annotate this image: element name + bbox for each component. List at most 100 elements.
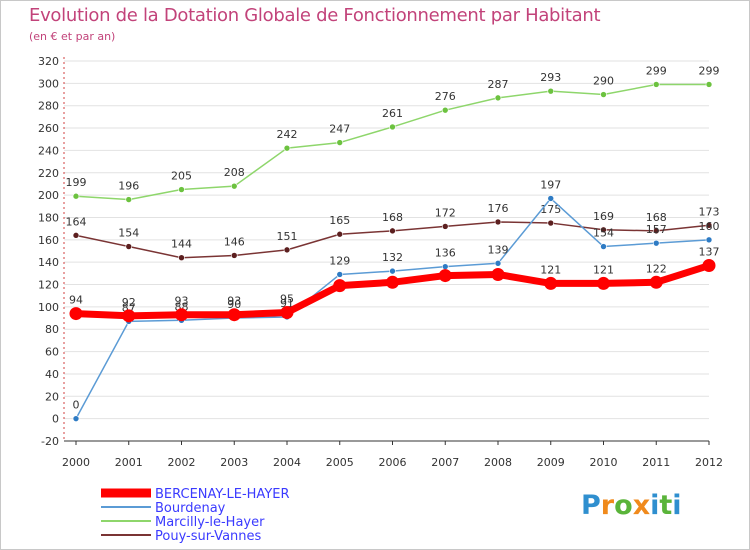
data-label: 199 — [66, 176, 87, 189]
data-label: 93 — [175, 295, 189, 308]
data-label: 176 — [488, 202, 509, 215]
logo-letter: P — [581, 490, 601, 521]
chart-title: Evolution de la Dotation Globale de Fonc… — [29, 5, 601, 26]
data-point — [336, 139, 344, 146]
data-label: 151 — [277, 230, 298, 243]
data-point — [336, 271, 344, 278]
data-label: 136 — [435, 247, 456, 260]
x-tick-label: 2011 — [642, 456, 670, 469]
data-point — [230, 252, 238, 259]
logo-letter: i — [672, 490, 682, 521]
data-point — [491, 267, 505, 281]
y-tick-label: 260 — [38, 122, 59, 135]
data-point — [494, 94, 502, 102]
data-label: 208 — [224, 166, 245, 179]
logo-letter: r — [600, 490, 615, 521]
data-label: 172 — [435, 206, 456, 219]
x-tick-label: 2007 — [431, 456, 459, 469]
data-point — [438, 269, 452, 283]
y-tick-label: 180 — [38, 211, 59, 224]
data-point — [600, 91, 607, 98]
logo-letter: i — [650, 490, 660, 521]
data-point — [494, 259, 502, 267]
data-label: 94 — [69, 294, 83, 307]
data-point — [544, 276, 558, 290]
data-point — [652, 239, 660, 247]
data-point — [389, 267, 396, 275]
data-point — [441, 223, 449, 230]
data-label: 157 — [646, 223, 667, 236]
data-point — [652, 81, 660, 88]
y-tick-label: 200 — [38, 189, 59, 202]
proxiti-logo: Proxiti — [581, 490, 682, 521]
legend-label: BERCENAY-LE-HAYER — [155, 487, 290, 502]
y-tick-label: 220 — [38, 167, 59, 180]
data-label: 154 — [118, 227, 139, 240]
data-label: 144 — [171, 238, 192, 251]
data-point — [175, 308, 188, 322]
data-point — [227, 308, 241, 322]
data-label: 160 — [699, 220, 720, 233]
data-label: 261 — [382, 107, 403, 120]
logo-letter: x — [632, 490, 651, 521]
data-point — [283, 144, 291, 152]
x-tick-label: 2004 — [273, 456, 301, 469]
x-tick-label: 2010 — [590, 456, 618, 469]
x-tick-label: 2006 — [379, 456, 407, 469]
x-tick-label: 2009 — [537, 456, 565, 469]
x-tick-label: 2000 — [62, 456, 90, 469]
data-label: 247 — [329, 123, 350, 136]
data-label: 154 — [593, 227, 614, 240]
data-label: 197 — [540, 178, 561, 191]
y-tick-label: 20 — [45, 390, 59, 403]
data-label: 93 — [227, 295, 241, 308]
y-tick-label: 0 — [52, 413, 59, 426]
data-label: 121 — [593, 263, 614, 276]
data-label: 205 — [171, 170, 192, 183]
legend-label: Pouy-sur-Vannes — [155, 529, 262, 544]
data-point — [547, 87, 555, 95]
data-point — [72, 232, 80, 239]
data-point — [441, 263, 449, 270]
data-point — [547, 195, 555, 202]
data-label: 132 — [382, 251, 403, 264]
data-label: 173 — [699, 205, 720, 218]
data-label: 290 — [593, 75, 614, 88]
data-point — [125, 243, 133, 250]
data-point — [280, 305, 294, 319]
data-point — [336, 230, 344, 238]
legend-label: Bourdenay — [155, 501, 226, 516]
data-label: 299 — [646, 64, 667, 77]
data-label: 139 — [488, 243, 509, 256]
data-point — [122, 309, 136, 323]
y-tick-label: 160 — [38, 234, 59, 247]
y-tick-label: 40 — [45, 368, 59, 381]
data-label: 137 — [699, 246, 720, 259]
legend-label: Marcilly-le-Hayer — [155, 515, 265, 530]
data-label: 168 — [646, 211, 667, 224]
data-point — [178, 254, 185, 262]
data-label: 175 — [540, 203, 561, 216]
data-point — [705, 81, 713, 88]
data-label: 91 — [280, 297, 294, 310]
y-tick-label: 120 — [38, 279, 59, 292]
data-point — [283, 246, 291, 254]
data-point — [72, 415, 80, 422]
x-tick-label: 2002 — [168, 456, 196, 469]
data-point — [597, 276, 610, 290]
data-point — [333, 279, 347, 293]
y-tick-label: 320 — [38, 55, 59, 68]
data-point — [600, 243, 607, 250]
y-tick-label: 240 — [38, 144, 59, 157]
x-tick-label: 2001 — [115, 456, 143, 469]
x-tick-label: 2003 — [220, 456, 248, 469]
data-point — [652, 227, 660, 235]
data-label: 146 — [224, 235, 245, 248]
data-point — [389, 123, 396, 131]
data-point — [389, 227, 396, 235]
data-label: 169 — [593, 210, 614, 223]
y-tick-label: 280 — [38, 100, 59, 113]
data-point — [547, 219, 555, 227]
data-label: 276 — [435, 90, 456, 103]
